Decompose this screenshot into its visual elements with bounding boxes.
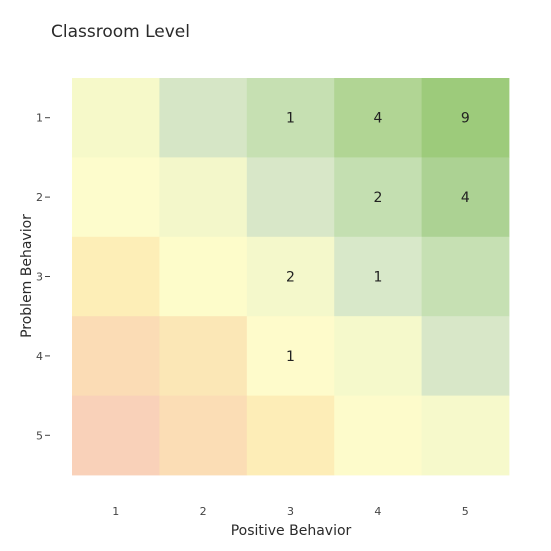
cell-value-label: 1 — [286, 349, 295, 365]
y-axis-title: Problem Behavior — [19, 214, 35, 338]
y-axis-ticks: 1 2 3 4 5 — [36, 112, 50, 442]
heatmap-cell-x2-y4 — [159, 316, 248, 396]
heatmap-cell-x4-y2 — [334, 157, 422, 238]
y-tick-label: 1 — [36, 112, 43, 125]
heatmap-cell-x2-y2 — [159, 157, 248, 238]
cell-value-label: 4 — [461, 190, 470, 206]
x-tick-label: 2 — [200, 505, 207, 518]
heatmap-cell-x3-y4 — [246, 316, 335, 396]
heatmap-cell-x4-y1 — [334, 78, 422, 158]
heatmap-cell-x5-y3 — [421, 236, 510, 317]
heatmap-cell-x3-y5 — [246, 395, 335, 476]
x-tick-label: 1 — [112, 505, 119, 518]
heatmap-cell-x2-y3 — [159, 236, 248, 317]
x-axis-ticks: 1 2 3 4 5 — [112, 505, 469, 518]
heatmap-cell-x1-y3 — [72, 236, 160, 317]
y-tick-label: 4 — [36, 350, 43, 363]
y-tick-label: 5 — [36, 429, 43, 442]
y-tick-label: 2 — [36, 191, 43, 204]
heatmap-cell-x5-y4 — [421, 316, 510, 396]
x-tick-label: 4 — [374, 505, 381, 518]
heatmap-cell-x1-y1 — [72, 78, 160, 158]
cell-value-label: 2 — [373, 190, 382, 206]
heatmap-cell-x1-y2 — [72, 157, 160, 238]
y-tick-label: 3 — [36, 271, 43, 284]
heatmap-cell-x5-y5 — [421, 395, 510, 476]
chart-title: Classroom Level — [51, 22, 190, 42]
heatmap-cell-x4-y5 — [334, 395, 422, 476]
cell-value-label: 2 — [286, 270, 295, 286]
cell-value-label: 1 — [286, 111, 295, 127]
heatmap-cell-x3-y2 — [246, 157, 335, 238]
cell-value-label: 4 — [373, 111, 382, 127]
heatmap-cell-x5-y2 — [421, 157, 510, 238]
cell-value-label: 1 — [373, 270, 382, 286]
heatmap-cell-x2-y1 — [159, 78, 248, 158]
x-tick-label: 3 — [287, 505, 294, 518]
heatmap-cell-x3-y3 — [246, 236, 335, 317]
heatmap-cell-x1-y4 — [72, 316, 160, 396]
heatmap-cells — [72, 78, 510, 476]
heatmap-cell-x2-y5 — [159, 395, 248, 476]
heatmap-cell-x1-y5 — [72, 395, 160, 476]
heatmap-cell-x5-y1 — [421, 78, 510, 158]
cell-value-label: 9 — [461, 111, 470, 127]
heatmap-cell-x3-y1 — [246, 78, 335, 158]
heatmap-cell-x4-y4 — [334, 316, 422, 396]
x-tick-label: 5 — [462, 505, 469, 518]
heatmap-cell-x4-y3 — [334, 236, 422, 317]
x-axis-title: Positive Behavior — [231, 523, 352, 539]
heatmap-cell-labels: 1 4 9 2 4 2 1 1 — [286, 111, 470, 365]
